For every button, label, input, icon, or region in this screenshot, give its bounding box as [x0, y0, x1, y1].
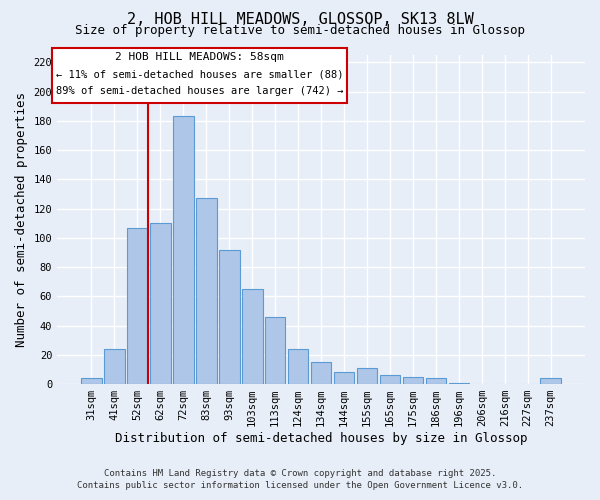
- Text: ← 11% of semi-detached houses are smaller (88): ← 11% of semi-detached houses are smalle…: [56, 69, 344, 79]
- Bar: [150, 223, 171, 384]
- Bar: [127, 228, 148, 384]
- Bar: [196, 198, 217, 384]
- Bar: [288, 349, 308, 384]
- Bar: [334, 372, 355, 384]
- Bar: [173, 116, 194, 384]
- Bar: [265, 317, 286, 384]
- Bar: [449, 382, 469, 384]
- Bar: [81, 378, 102, 384]
- Text: 2, HOB HILL MEADOWS, GLOSSOP, SK13 8LW: 2, HOB HILL MEADOWS, GLOSSOP, SK13 8LW: [127, 12, 473, 28]
- X-axis label: Distribution of semi-detached houses by size in Glossop: Distribution of semi-detached houses by …: [115, 432, 527, 445]
- Text: Contains public sector information licensed under the Open Government Licence v3: Contains public sector information licen…: [77, 481, 523, 490]
- Text: Contains HM Land Registry data © Crown copyright and database right 2025.: Contains HM Land Registry data © Crown c…: [104, 468, 496, 477]
- Bar: [356, 368, 377, 384]
- Text: 2 HOB HILL MEADOWS: 58sqm: 2 HOB HILL MEADOWS: 58sqm: [115, 52, 284, 62]
- Bar: [219, 250, 239, 384]
- Text: Size of property relative to semi-detached houses in Glossop: Size of property relative to semi-detach…: [75, 24, 525, 37]
- Bar: [425, 378, 446, 384]
- Y-axis label: Number of semi-detached properties: Number of semi-detached properties: [15, 92, 28, 347]
- Bar: [541, 378, 561, 384]
- Bar: [104, 349, 125, 384]
- Bar: [242, 289, 263, 384]
- Bar: [380, 376, 400, 384]
- Text: 89% of semi-detached houses are larger (742) →: 89% of semi-detached houses are larger (…: [56, 86, 344, 96]
- FancyBboxPatch shape: [52, 48, 347, 102]
- Bar: [403, 377, 423, 384]
- Bar: [311, 362, 331, 384]
